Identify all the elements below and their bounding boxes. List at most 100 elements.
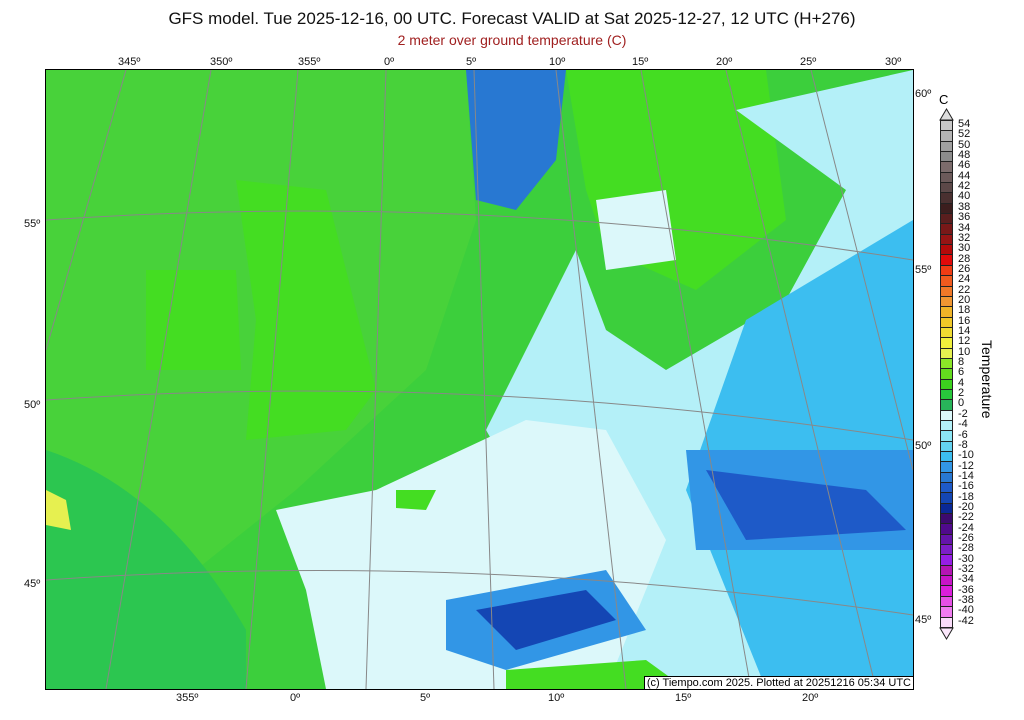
- colorbar-swatch: [940, 607, 953, 618]
- lon-label-bottom: 355º: [176, 692, 199, 704]
- colorbar-swatch: [940, 265, 953, 277]
- lat-label-right: 55º: [915, 264, 932, 276]
- colorbar-swatch: [940, 131, 953, 142]
- colorbar-swatch: [940, 545, 953, 556]
- colorbar-tick-label: -28: [958, 542, 974, 555]
- colorbar-tick-label: -34: [958, 573, 974, 586]
- colorbar-tick-label: 0: [958, 397, 965, 410]
- lon-label-top: 5º: [466, 56, 477, 68]
- colorbar-swatch: [940, 576, 953, 587]
- colorbar-swatch: [940, 245, 953, 256]
- colorbar-swatch: [940, 152, 953, 163]
- colorbar-tick-label: -36: [958, 583, 974, 596]
- colorbar-swatch: [940, 255, 953, 266]
- colorbar-tick-label: 2: [958, 387, 965, 400]
- colorbar-tick-label: 4: [958, 376, 965, 389]
- colorbar-title: Temperature: [979, 340, 995, 419]
- colorbar-swatch: [940, 296, 953, 308]
- colorbar-swatch: [940, 483, 953, 494]
- colorbar-tick-label: 12: [958, 335, 971, 348]
- colorbar-swatch: [940, 441, 953, 452]
- great-britain: [236, 180, 376, 440]
- colorbar-swatch: [940, 234, 953, 246]
- colorbar-swatch: [940, 286, 953, 297]
- colorbar-swatch: [940, 141, 953, 153]
- lon-label-top: 10º: [549, 56, 566, 68]
- colorbar-swatch: [940, 420, 953, 432]
- colorbar-swatch: [940, 121, 953, 132]
- colorbar-tick-label: -10: [958, 449, 974, 462]
- temperature-map[interactable]: (c) Tiempo.com 2025. Plotted at 20251216…: [45, 69, 914, 690]
- colorbar-tick-label: -42: [958, 614, 974, 627]
- colorbar-swatch: [940, 214, 953, 225]
- ireland: [146, 270, 241, 370]
- colorbar-tick-label: -16: [958, 480, 974, 493]
- colorbar-tick-label: 14: [958, 325, 971, 337]
- norway-cold: [466, 70, 566, 210]
- colorbar-tick-label: 16: [958, 314, 971, 327]
- lat-label-left: 50º: [24, 399, 41, 411]
- colorbar-tick-label: 8: [958, 356, 965, 369]
- colorbar-tick-label: 26: [958, 262, 971, 275]
- colorbar-swatch: [940, 431, 953, 442]
- colorbar-tick-label: 10: [958, 345, 971, 358]
- colorbar-tick-label: 52: [958, 128, 971, 141]
- carpathians: [706, 470, 906, 540]
- colorbar: [940, 120, 953, 628]
- colorbar-swatch: [940, 348, 953, 359]
- lat-label-right: 45º: [915, 614, 932, 626]
- colorbar-swatch: [940, 193, 953, 204]
- colorbar-tick-label: 46: [958, 159, 971, 172]
- colorbar-tick-label: 24: [958, 273, 971, 286]
- lat-label-right: 50º: [915, 440, 932, 452]
- colorbar-tick-label: 20: [958, 293, 971, 306]
- colorbar-tick-label: -8: [958, 438, 968, 451]
- colorbar-unit: C: [939, 92, 949, 107]
- colorbar-swatch: [940, 410, 953, 421]
- lon-label-top: 350º: [210, 56, 233, 68]
- colorbar-swatch: [940, 162, 953, 173]
- colorbar-tick-label: 36: [958, 211, 971, 224]
- colorbar-tick-label: -22: [958, 511, 974, 524]
- colorbar-tick-label: 34: [958, 221, 971, 234]
- colorbar-swatch: [940, 379, 953, 390]
- colorbar-tick-label: 6: [958, 366, 965, 379]
- colorbar-swatch: [940, 172, 953, 184]
- colorbar-tick-label: 48: [958, 149, 971, 162]
- colorbar-tick-label: -14: [958, 469, 974, 482]
- colorbar-tick-label: -38: [958, 594, 974, 607]
- colorbar-swatch: [940, 307, 953, 318]
- colorbar-swatch: [940, 555, 953, 566]
- map-title: GFS model. Tue 2025-12-16, 00 UTC. Forec…: [168, 9, 856, 28]
- colorbar-swatch: [940, 565, 953, 577]
- colorbar-tick-label: -20: [958, 500, 974, 513]
- colorbar-tick-label: -6: [958, 428, 968, 441]
- colorbar-tick-label: 40: [958, 190, 971, 203]
- colorbar-swatch: [940, 203, 953, 215]
- colorbar-swatch: [940, 514, 953, 525]
- colorbar-tick-label: 18: [958, 304, 971, 317]
- colorbar-swatch: [940, 358, 953, 370]
- colorbar-tick-label: -18: [958, 490, 974, 503]
- colorbar-tick-label: 54: [958, 118, 971, 130]
- colorbar-swatch: [940, 452, 953, 463]
- colorbar-swatch: [940, 400, 953, 411]
- lon-label-top: 345º: [118, 56, 141, 68]
- colorbar-swatch: [940, 338, 953, 349]
- lon-label-top: 30º: [885, 56, 902, 68]
- colorbar-swatch: [940, 276, 953, 287]
- colorbar-tick-label: 32: [958, 231, 971, 244]
- colorbar-swatch: [940, 327, 953, 339]
- colorbar-swatch: [940, 586, 953, 597]
- map-subtitle: 2 meter over ground temperature (C): [397, 32, 627, 48]
- colorbar-tick-label: -24: [958, 521, 974, 534]
- colorbar-tick-label: 44: [958, 169, 971, 182]
- colorbar-swatch: [940, 596, 953, 608]
- colorbar-swatch: [940, 617, 953, 628]
- lon-label-top: 0º: [384, 56, 395, 68]
- lat-label-right: 60º: [915, 88, 932, 100]
- lat-label-left: 55º: [24, 218, 41, 230]
- colorbar-swatch: [940, 317, 953, 328]
- colorbar-swatch: [940, 534, 953, 546]
- colorbar-swatch: [940, 493, 953, 504]
